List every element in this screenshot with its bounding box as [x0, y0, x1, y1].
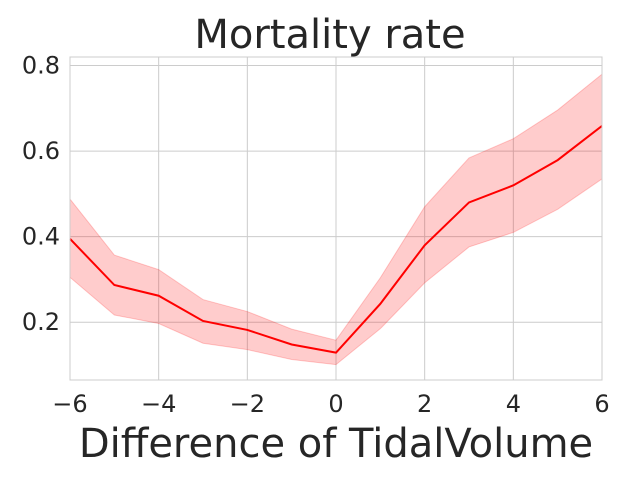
x-tick-label: 4: [506, 390, 521, 418]
x-tick-label: −2: [230, 390, 265, 418]
x-axis-label: Difference of TidalVolume: [79, 421, 593, 467]
x-tick-label: −6: [52, 390, 87, 418]
x-tick-label: 2: [417, 390, 432, 418]
y-tick-labels: 0.2 0.4 0.6 0.8: [22, 52, 60, 337]
mortality-line: [69, 125, 603, 354]
y-tick-label: 0.6: [22, 137, 60, 165]
y-tick-label: 0.2: [22, 308, 60, 336]
plot-frame: [69, 56, 603, 381]
chart-title: Mortality rate: [194, 12, 465, 58]
x-tick-label: −4: [141, 390, 176, 418]
grid: [70, 57, 602, 380]
y-tick-label: 0.4: [22, 223, 60, 251]
x-tick-labels: −6 −4 −2 0 2 4 6: [52, 390, 609, 418]
x-tick-label: 6: [594, 390, 609, 418]
series-line-layer: [69, 125, 603, 354]
x-tick-label: 0: [328, 390, 343, 418]
y-tick-label: 0.8: [22, 52, 60, 80]
